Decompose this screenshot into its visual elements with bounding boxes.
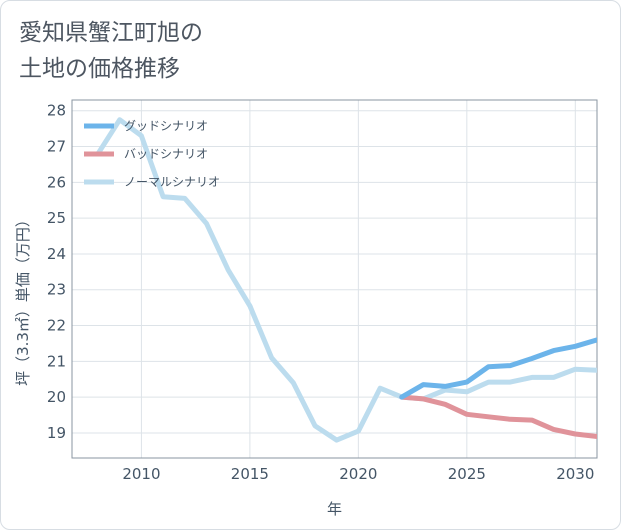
chart-title-line-2: 土地の価格推移 (19, 56, 180, 82)
x-tick-label: 2010 (122, 465, 160, 483)
y-tick-label: 27 (47, 138, 66, 156)
y-axis-ticks: 19 20 21 22 23 24 25 26 27 28 (47, 102, 66, 442)
x-tick-label: 2025 (448, 465, 486, 483)
x-tick-label: 2020 (339, 465, 377, 483)
x-axis-title: 年 (327, 500, 342, 518)
series-group (95, 117, 597, 443)
legend-label: グッドシナリオ (124, 119, 208, 133)
y-tick-label: 22 (47, 317, 66, 335)
legend-label: バッドシナリオ (124, 147, 208, 161)
y-tick-label: 21 (47, 352, 66, 370)
y-axis-title: 坪（3.3㎡）単価（万円） (14, 212, 32, 386)
y-tick-label: 23 (47, 281, 66, 299)
y-tick-label: 28 (47, 102, 66, 120)
y-tick-label: 20 (47, 388, 66, 406)
legend-item-2[interactable]: ノーマルシナリオ (84, 175, 220, 189)
series-line-0 (399, 337, 597, 400)
x-tick-label: 2015 (231, 465, 269, 483)
legend-item-1[interactable]: バッドシナリオ (84, 147, 208, 161)
legend-label: ノーマルシナリオ (124, 175, 220, 189)
legend-item-0[interactable]: グッドシナリオ (84, 119, 208, 133)
chart-title: 愛知県蟹江町旭の 土地の価格推移 (19, 15, 203, 87)
x-tick-label: 2030 (556, 465, 594, 483)
x-axis-ticks: 2010 2015 2020 2025 2030 (122, 465, 594, 483)
y-tick-label: 25 (47, 209, 66, 227)
y-tick-label: 19 (47, 424, 66, 442)
y-tick-label: 26 (47, 173, 66, 191)
plot-frame (71, 99, 598, 459)
chart-title-line-1: 愛知県蟹江町旭の (19, 20, 203, 46)
y-tick-label: 24 (47, 245, 66, 263)
series-line-1 (399, 394, 597, 439)
series-line-2 (95, 117, 597, 443)
